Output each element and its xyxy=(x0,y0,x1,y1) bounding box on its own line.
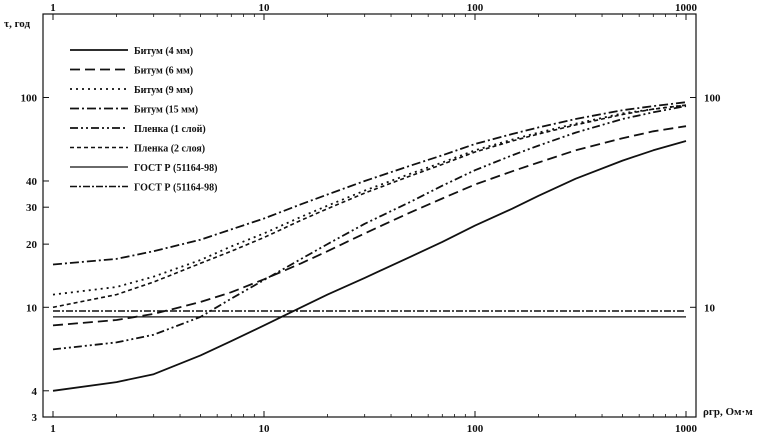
y-tick-label-left: 4 xyxy=(32,386,38,398)
y-tick-label-left: 10 xyxy=(26,302,38,314)
x-tick-label-top: 10 xyxy=(259,2,271,14)
y-tick-label-left: 20 xyxy=(26,239,38,251)
y-tick-label-left: 100 xyxy=(21,92,38,104)
y-axis-label: τ, год xyxy=(4,18,30,30)
series-line-3 xyxy=(52,104,687,296)
legend-label-3: Битум (9 мм) xyxy=(134,85,193,96)
legend-label-2: Битум (6 мм) xyxy=(134,66,193,77)
y-tick-label-left: 40 xyxy=(26,176,38,188)
x-tick-label-top: 1 xyxy=(50,2,56,14)
x-axis-label: ρгр, Ом·м xyxy=(703,406,753,418)
x-tick-label-top: 1000 xyxy=(675,2,698,14)
series-line-5 xyxy=(52,105,687,351)
series-line-4 xyxy=(52,101,687,266)
series-line-1 xyxy=(52,140,687,392)
y-tick-label-right: 100 xyxy=(704,92,721,104)
legend-label-6: Пленка (2 слоя) xyxy=(134,144,205,155)
legend-label-1: Битум (4 мм) xyxy=(134,46,193,57)
x-tick-label-bottom: 1 xyxy=(50,423,56,435)
x-tick-label-bottom: 10 xyxy=(259,423,271,435)
legend-label-7: ГОСТ Р (51164-98) xyxy=(134,163,217,174)
legend-label-5: Пленка (1 слой) xyxy=(134,124,206,135)
x-tick-label-bottom: 100 xyxy=(467,423,484,435)
series-line-2 xyxy=(52,125,687,327)
y-tick-label-left: 3 xyxy=(32,412,38,424)
plot-frame xyxy=(42,13,697,418)
x-tick-label-top: 100 xyxy=(467,2,484,14)
y-tick-label-right: 10 xyxy=(704,302,716,314)
legend-label-8: ГОСТ Р (51164-98) xyxy=(134,183,217,194)
y-tick-label-left: 30 xyxy=(26,202,38,214)
series-line-6 xyxy=(52,104,687,309)
legend-label-4: Битум (15 мм) xyxy=(134,105,198,116)
x-tick-label-bottom: 1000 xyxy=(675,423,698,435)
